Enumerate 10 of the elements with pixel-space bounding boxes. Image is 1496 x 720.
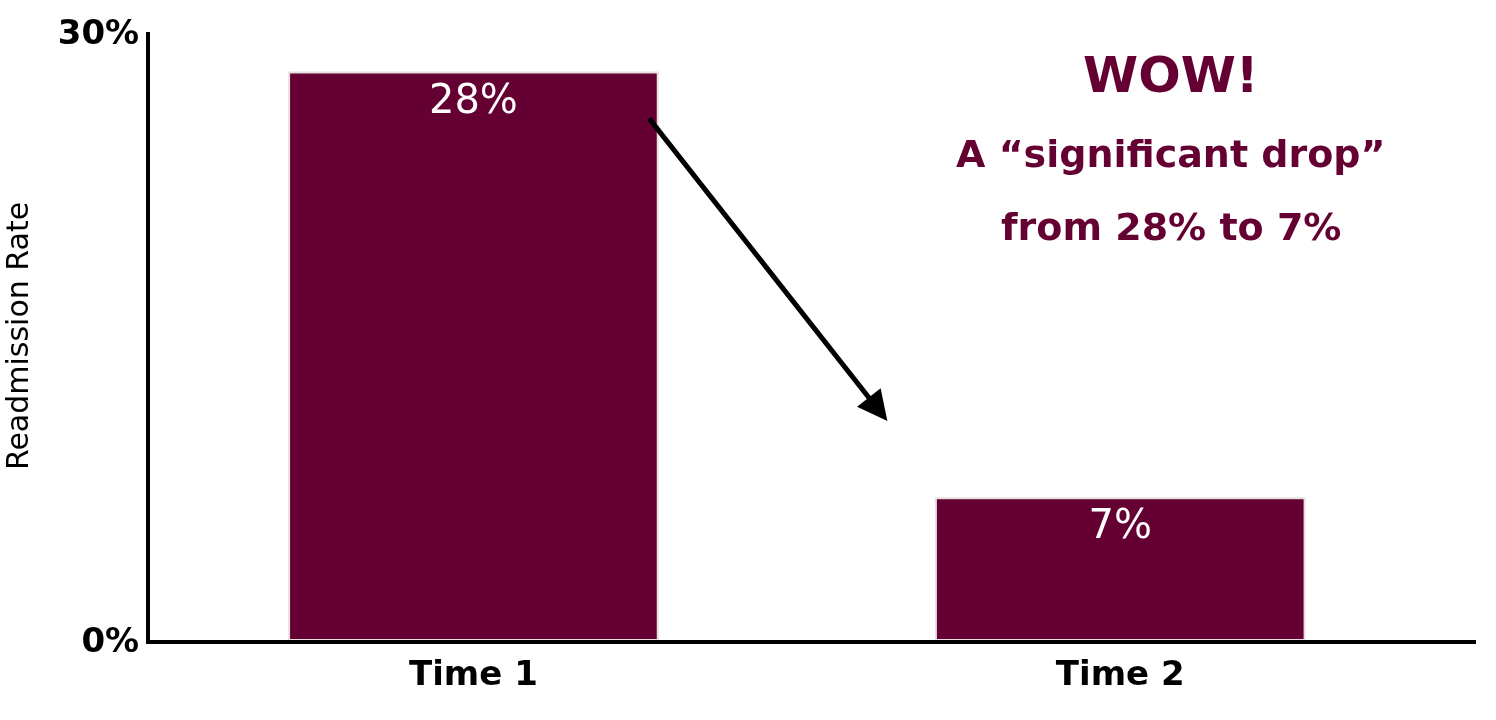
data-label: 28% (428, 75, 518, 122)
y-tick-label: 0% (81, 619, 140, 660)
x-tick-label: Time 2 (1055, 652, 1185, 693)
annotation: A “significant drop” (956, 132, 1386, 176)
annotation: WOW! (1083, 46, 1259, 104)
y-tick-label: 30% (57, 11, 140, 52)
annotation: from 28% to 7% (1001, 205, 1342, 249)
y-axis-title: Readmission Rate (0, 201, 35, 471)
data-label: 7% (1088, 501, 1152, 548)
x-tick-label: Time 1 (409, 652, 538, 693)
